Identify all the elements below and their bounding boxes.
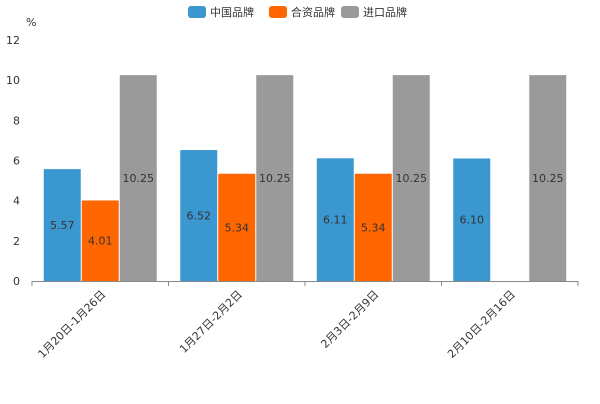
- y-tick-label: 8: [13, 114, 20, 127]
- data-label: 10.25: [123, 172, 155, 185]
- x-tick-label: 1月20日-1月26日: [36, 288, 109, 361]
- legend-swatch: [188, 6, 206, 18]
- y-axis: 0 2 4 6 8 10 12: [6, 34, 20, 288]
- bar: [256, 75, 294, 281]
- data-label: 6.10: [460, 214, 485, 227]
- x-axis: 1月20日-1月26日 1月27日-2月2日 2月3日-2月9日 2月10日-2月16…: [31, 281, 579, 361]
- bar: [43, 169, 81, 281]
- bar: [218, 173, 256, 281]
- data-label: 5.34: [361, 221, 386, 234]
- y-tick-label: 6: [13, 155, 20, 168]
- data-label: 4.01: [88, 235, 113, 248]
- y-tick-label: 2: [13, 235, 20, 248]
- data-label: 6.52: [187, 210, 212, 223]
- data-label: 10.25: [259, 172, 291, 185]
- data-label: 5.57: [50, 219, 75, 232]
- bars: 5.57 4.01 10.25 6.52 5.34 10.25 6.11 5.34 10.25 6…: [43, 75, 567, 281]
- y-tick-label: 0: [13, 275, 20, 288]
- legend-label: 进口品牌: [363, 5, 407, 19]
- legend-label: 中国品牌: [210, 5, 254, 19]
- data-label: 10.25: [396, 172, 428, 185]
- y-tick-label: 12: [6, 34, 20, 47]
- bar: [316, 158, 354, 281]
- y-tick-label: 10: [6, 74, 20, 87]
- y-axis-unit-label: %: [26, 16, 36, 29]
- legend-item: 中国品牌: [188, 5, 254, 19]
- legend-item: 合资品牌: [269, 5, 335, 19]
- legend-swatch: [269, 6, 287, 18]
- bar: [392, 75, 430, 281]
- x-tick-label: 2月3日-2月9日: [318, 288, 381, 351]
- x-tick-label: 1月27日-2月2日: [177, 288, 245, 356]
- bar: [453, 158, 491, 281]
- data-label: 6.11: [323, 214, 348, 227]
- x-tick-label: 2月10日-2月16日: [445, 288, 518, 361]
- data-label: 5.34: [225, 221, 250, 234]
- bar: [81, 200, 119, 281]
- bar: [180, 150, 218, 281]
- legend-label: 合资品牌: [291, 5, 335, 19]
- legend-swatch: [341, 6, 359, 18]
- bar: [354, 173, 392, 281]
- bar: [119, 75, 157, 281]
- data-label: 10.25: [532, 172, 564, 185]
- legend-item: 进口品牌: [341, 5, 407, 19]
- y-tick-label: 4: [13, 195, 20, 208]
- bar: [529, 75, 567, 281]
- legend: 中国品牌 合资品牌 进口品牌: [188, 5, 407, 19]
